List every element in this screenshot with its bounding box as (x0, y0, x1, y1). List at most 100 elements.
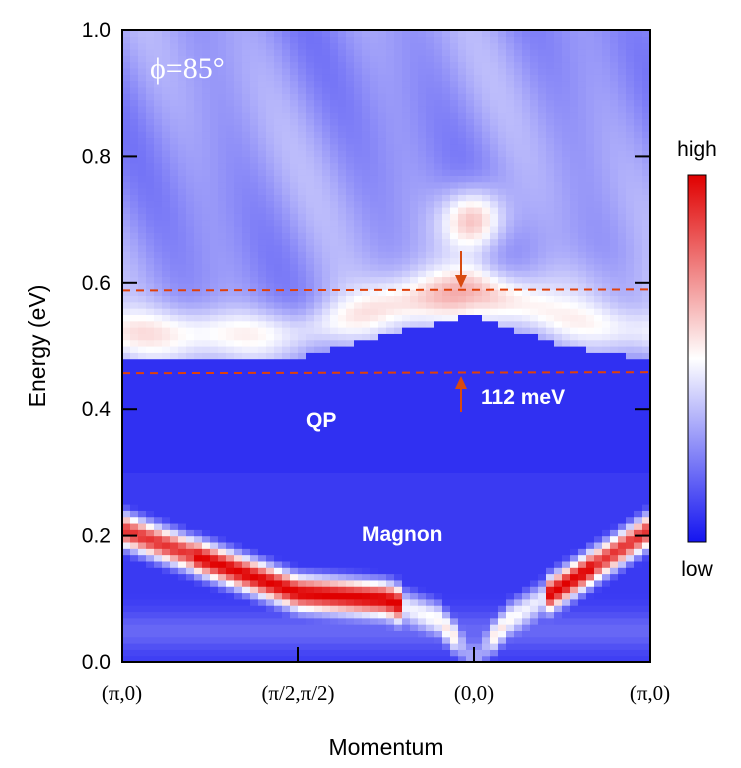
heatmap-cell (194, 124, 203, 132)
heatmap-cell (274, 48, 283, 56)
heatmap-cell (170, 630, 179, 638)
heatmap-cell (474, 535, 483, 543)
heatmap-cell (458, 364, 467, 372)
heatmap-cell (298, 567, 307, 575)
heatmap-cell (154, 282, 163, 290)
heatmap-cell (210, 346, 219, 353)
heatmap-cell (394, 466, 403, 473)
heatmap-cell (498, 598, 507, 606)
heatmap-cell (362, 396, 371, 404)
heatmap-cell (186, 55, 195, 63)
heatmap-cell (506, 175, 515, 183)
heatmap-cell (410, 541, 419, 549)
heatmap-cell (386, 624, 395, 631)
heatmap-cell (338, 402, 347, 410)
heatmap-cell (138, 352, 147, 360)
heatmap-cell (370, 86, 379, 94)
heatmap-cell (290, 636, 299, 644)
heatmap-cell (330, 649, 339, 657)
heatmap-cell (346, 485, 355, 492)
heatmap-cell (194, 244, 203, 252)
heatmap-cell (418, 181, 427, 189)
heatmap-cell (410, 643, 419, 650)
heatmap-cell (434, 579, 443, 587)
heatmap-cell (314, 605, 323, 613)
heatmap-cell (218, 61, 227, 69)
heatmap-cell (418, 93, 427, 101)
heatmap-cell (314, 440, 323, 448)
heatmap-cell (314, 617, 323, 625)
heatmap-cell (186, 440, 195, 448)
heatmap-cell (266, 257, 275, 265)
heatmap-cell (234, 491, 243, 499)
heatmap-cell (218, 352, 227, 360)
heatmap-cell (162, 383, 171, 391)
heatmap-cell (138, 529, 147, 537)
heatmap-cell (154, 548, 163, 556)
heatmap-cell (466, 105, 475, 113)
heatmap-cell (442, 200, 451, 208)
heatmap-cell (354, 617, 363, 625)
heatmap-cell (514, 150, 523, 157)
heatmap-cell (226, 238, 235, 246)
heatmap-cell (122, 522, 131, 530)
heatmap-cell (266, 244, 275, 252)
heatmap-cell (410, 30, 419, 37)
heatmap-cell (266, 200, 275, 208)
heatmap-cell (210, 137, 219, 145)
heatmap-cell (258, 649, 267, 657)
heatmap-cell (218, 244, 227, 252)
heatmap-cell (330, 225, 339, 233)
heatmap-cell (386, 573, 395, 581)
heatmap-cell (210, 339, 219, 347)
heatmap-cell (402, 238, 411, 246)
heatmap-cell (186, 36, 195, 44)
heatmap-cell (466, 453, 475, 461)
heatmap-cell (450, 124, 459, 132)
heatmap-cell (370, 497, 379, 505)
heatmap-cell (274, 112, 283, 120)
heatmap-cell (154, 491, 163, 499)
heatmap-cell (210, 453, 219, 461)
heatmap-cell (266, 522, 275, 530)
heatmap-cell (322, 535, 331, 543)
heatmap-cell (290, 320, 299, 328)
heatmap-cell (370, 308, 379, 315)
heatmap-cell (474, 74, 483, 82)
heatmap-cell (298, 181, 307, 189)
heatmap-cell (242, 510, 251, 518)
heatmap-cell (346, 67, 355, 75)
heatmap-cell (474, 611, 483, 619)
heatmap-cell (386, 478, 395, 486)
heatmap-cell (378, 434, 387, 442)
heatmap-cell (426, 67, 435, 75)
heatmap-cell (154, 377, 163, 385)
heatmap-cell (298, 295, 307, 303)
heatmap-cell (362, 554, 371, 562)
heatmap-cell (282, 213, 291, 221)
heatmap-cell (266, 643, 275, 650)
heatmap-cell (498, 346, 507, 353)
heatmap-cell (290, 194, 299, 202)
heatmap-cell (338, 516, 347, 524)
heatmap-cell (466, 573, 475, 581)
heatmap-cell (370, 364, 379, 372)
heatmap-cell (234, 48, 243, 56)
heatmap-cell (322, 276, 331, 284)
heatmap-cell (442, 421, 451, 429)
heatmap-cell (466, 263, 475, 271)
heatmap-cell (218, 219, 227, 227)
heatmap-cell (290, 308, 299, 315)
heatmap-cell (258, 611, 267, 619)
heatmap-cell (394, 80, 403, 88)
heatmap-cell (514, 649, 523, 657)
heatmap-cell (162, 327, 171, 334)
heatmap-cell (402, 560, 411, 568)
heatmap-cell (234, 510, 243, 518)
heatmap-cell (154, 396, 163, 404)
heatmap-cell (274, 86, 283, 94)
heatmap-cell (322, 453, 331, 461)
heatmap-cell (506, 466, 515, 473)
heatmap-cell (266, 162, 275, 170)
heatmap-cell (122, 541, 131, 549)
